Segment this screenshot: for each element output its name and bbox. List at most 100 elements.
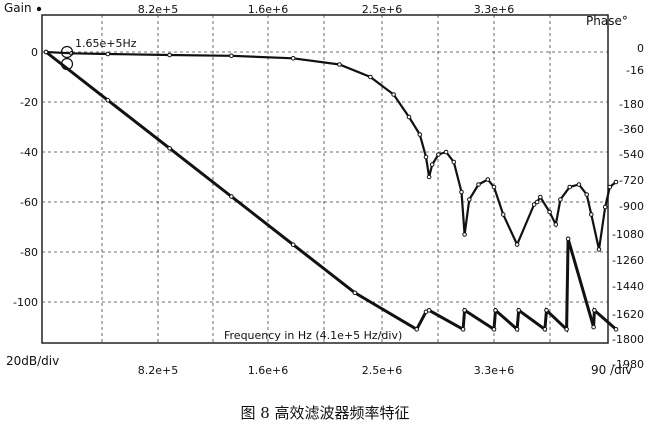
- gain-data-point: [613, 179, 619, 185]
- phase-data-point: [414, 327, 420, 332]
- bottom-right-scale-label: 90 /div: [591, 363, 632, 377]
- right-axis-title: Phase°: [586, 14, 628, 28]
- phase-data-point: [460, 327, 466, 332]
- gain-data-point: [500, 212, 506, 217]
- left-axis-title-marker: [36, 6, 42, 12]
- phase-data-point: [613, 327, 619, 332]
- figure-caption: 图 8 高效滤波器频率特征: [240, 404, 409, 422]
- gain-data-point: [337, 62, 342, 67]
- gain-data-point: [491, 184, 497, 190]
- y-tick-label-right: -1980: [612, 358, 644, 371]
- gain-data-point: [602, 204, 608, 210]
- phase-data-point: [426, 308, 432, 313]
- gain-data-point: [514, 242, 520, 247]
- gain-data-point: [423, 154, 429, 160]
- phase-data-point: [167, 146, 172, 151]
- gain-data-point: [607, 184, 613, 190]
- left-axis-title: Gain: [4, 1, 32, 15]
- y-tick-label-right: -720: [619, 174, 644, 187]
- gain-data-point: [467, 197, 472, 202]
- gain-data-point: [596, 247, 602, 252]
- x-tick-label-top: 2.5e+6: [362, 3, 402, 16]
- phase-data-point: [493, 308, 498, 313]
- cutoff-annotation: 1.65e+5Hz: [75, 37, 137, 50]
- gain-data-point: [417, 132, 423, 137]
- y-tick-label-right: -1080: [612, 228, 644, 241]
- x-tick-label-top: 3.3e+6: [474, 3, 514, 16]
- gain-data-point: [534, 199, 540, 205]
- x-tick-label-bottom: 8.2e+5: [138, 364, 178, 377]
- gain-data-point: [584, 192, 590, 197]
- y-tick-label-right: -1260: [612, 254, 644, 267]
- y-tick-label-left: -20: [20, 96, 38, 109]
- y-tick-label-left: 0: [31, 46, 38, 59]
- gain-data-point: [436, 152, 441, 157]
- gain-data-point: [553, 222, 559, 227]
- y-tick-label-right: -540: [619, 148, 644, 161]
- gain-data-point: [391, 92, 396, 97]
- gain-data-point: [485, 177, 491, 182]
- y-tick-label-right: -1620: [612, 308, 644, 321]
- gain-data-point: [589, 212, 594, 217]
- y-tick-label-right: -1800: [612, 333, 644, 346]
- x-tick-label-bottom: 3.3e+6: [474, 364, 514, 377]
- cutoff-marker-phase: [60, 57, 74, 71]
- bottom-left-scale-label: 20dB/div: [6, 354, 59, 368]
- y-tick-label-right: -900: [619, 200, 644, 213]
- phase-data-point: [43, 49, 49, 55]
- x-tick-label-bottom: 1.6e+6: [248, 364, 288, 377]
- phase-data-point: [565, 236, 571, 242]
- gain-data-point: [229, 53, 234, 59]
- y-tick-label-right: -1440: [612, 280, 644, 293]
- phase-data-point: [592, 308, 597, 313]
- y-tick-label-left: -80: [20, 246, 38, 259]
- gain-data-point: [459, 189, 464, 195]
- gain-data-point: [290, 56, 296, 61]
- y-tick-label-right: -180: [619, 98, 644, 111]
- x-axis-label: Frequency in Hz (4.1e+5 Hz/div): [224, 329, 402, 342]
- phase-data-point: [229, 194, 234, 199]
- grid-lines: [42, 15, 608, 343]
- x-tick-label-top: 1.6e+6: [248, 3, 288, 16]
- y-tick-label-right: -360: [619, 123, 644, 136]
- gain-data-point: [426, 174, 432, 180]
- gain-data-point: [406, 114, 412, 120]
- y-tick-label-right: -16: [626, 64, 644, 77]
- gain-data-point: [547, 209, 552, 215]
- y-tick-label-left: -40: [20, 146, 38, 159]
- phase-data-point: [591, 324, 596, 330]
- phase-data-point: [352, 290, 358, 296]
- phase-data-point: [514, 327, 520, 332]
- gain-data-point: [105, 51, 111, 57]
- gain-data-point: [558, 197, 563, 202]
- gain-data-point: [451, 159, 457, 165]
- phase-data-point: [105, 97, 111, 103]
- gain-data-point: [538, 194, 543, 200]
- y-tick-label-right: 0: [637, 42, 644, 55]
- phase-data-point: [290, 242, 296, 247]
- data-marks: [43, 49, 619, 333]
- gain-data-point: [429, 162, 435, 167]
- gain-data-point: [462, 232, 467, 237]
- gain-data-point: [368, 74, 373, 80]
- phase-series-line: [45, 50, 617, 333]
- x-tick-label-bottom: 2.5e+6: [362, 364, 402, 377]
- phase-data-point: [462, 308, 467, 313]
- phase-data-point: [516, 308, 522, 313]
- gain-data-point: [476, 182, 481, 187]
- gain-data-point: [167, 52, 172, 58]
- gain-data-point: [567, 184, 573, 190]
- y-tick-label-left: -100: [13, 296, 38, 309]
- y-tick-label-left: -60: [20, 196, 38, 209]
- phase-data-point: [544, 308, 549, 313]
- cutoff-marker-gain: [60, 45, 74, 59]
- plot-frame: [41, 14, 609, 344]
- x-tick-label-top: 8.2e+5: [138, 3, 178, 16]
- phase-data-point: [542, 327, 548, 332]
- gain-data-point: [443, 149, 449, 155]
- phase-data-point: [564, 327, 569, 332]
- phase-data-point: [491, 327, 497, 332]
- tick-labels: 8.2e+5 1.6e+6 2.5e+6 3.3e+6 8.2e+5 1.6e+6 2.5e…: [13, 3, 644, 377]
- gain-data-point: [531, 202, 537, 207]
